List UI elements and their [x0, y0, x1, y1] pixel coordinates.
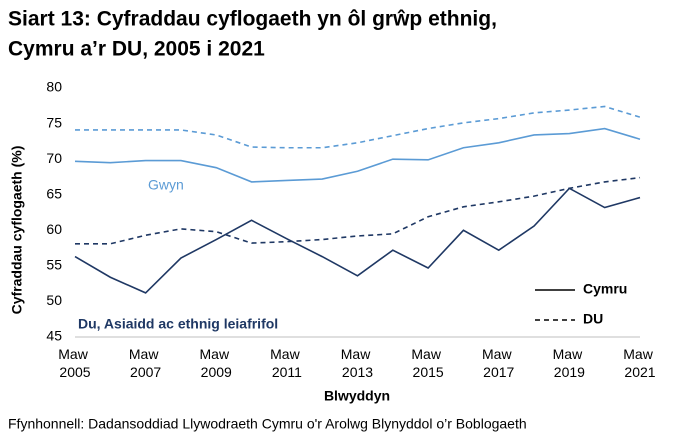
- y-axis-label: Cyfraddau cyflogaeth (%): [9, 146, 25, 315]
- x-tick-label: Maw 2019: [553, 346, 586, 380]
- y-tick-label: 65: [46, 185, 62, 201]
- y-tick-label: 50: [46, 292, 62, 308]
- legend-label: Cymru: [583, 281, 627, 297]
- x-tick-label: Maw 2013: [341, 346, 374, 380]
- y-tick-label: 75: [46, 114, 62, 130]
- y-tick-label: 70: [46, 150, 62, 166]
- series-line: [74, 187, 641, 294]
- group-label: Gwyn: [148, 177, 184, 193]
- series-line: [75, 105, 641, 149]
- x-tick-label: Maw 2009: [200, 346, 233, 380]
- x-tick-label: Maw 2015: [411, 346, 444, 380]
- x-tick-label: Maw 2011: [270, 346, 303, 380]
- y-tick-label: 45: [46, 328, 62, 344]
- y-tick-label: 80: [46, 79, 62, 95]
- x-tick-label: Maw 2021: [623, 346, 656, 380]
- x-tick-label: Maw 2005: [58, 346, 91, 380]
- y-tick-label: 55: [46, 257, 62, 273]
- series-line: [74, 127, 641, 183]
- source-note: Ffynhonnell: Dadansoddiad Llywodraeth Cy…: [8, 416, 527, 432]
- group-label: Du, Asiaidd ac ethnig leiafrifol: [78, 316, 278, 332]
- x-tick-label: Maw 2007: [129, 346, 162, 380]
- x-tick-label: Maw 2017: [482, 346, 515, 380]
- x-axis-label: Blwyddyn: [324, 388, 390, 404]
- chart-title: Cymru a’r DU, 2005 i 2021: [8, 38, 265, 61]
- legend-label: DU: [583, 311, 603, 327]
- series-line: [75, 176, 641, 245]
- chart-title: Siart 13: Cyfraddau cyflogaeth yn ôl grŵ…: [8, 8, 497, 31]
- y-tick-label: 60: [46, 221, 62, 237]
